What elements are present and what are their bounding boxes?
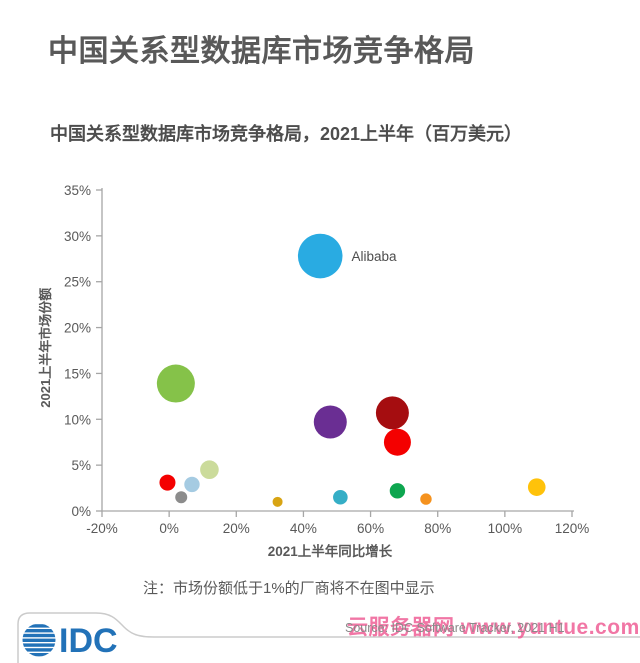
chart-title: 中国关系型数据库市场竞争格局，2021上半年（百万美元） — [50, 124, 523, 144]
bubble-vendor-yellow — [527, 478, 546, 496]
bubble-vendor-red — [383, 428, 411, 456]
y-tick-label: 20% — [64, 321, 91, 336]
bubble-vendor-gold — [272, 496, 283, 507]
y-tick-label: 5% — [71, 458, 91, 473]
x-tick-label: 20% — [223, 521, 250, 536]
y-tick-label: 15% — [64, 366, 91, 381]
y-tick-label: 35% — [64, 183, 91, 198]
bubble-vendor-light-blue — [184, 476, 200, 493]
x-tick-label: 60% — [357, 521, 384, 536]
bubble-vendor-orange — [420, 493, 432, 505]
idc-logo: IDC — [22, 622, 118, 660]
bubble-vendor-gray — [175, 491, 188, 504]
footer-curve-line — [17, 612, 640, 663]
chart-note: 注：市场份额低于1%的厂商将不在图中显示 — [143, 580, 435, 597]
y-tick-label: 10% — [64, 412, 91, 427]
x-tick-label: 40% — [290, 521, 317, 536]
y-axis-title: 2021上半年市场份额 — [38, 288, 53, 408]
watermark: 云服务器网 www.yuntue.com — [347, 616, 640, 639]
bubble-vendor-green — [389, 483, 406, 499]
bubble-vendor-red-small — [159, 474, 176, 491]
bubble-label-alibaba: Alibaba — [352, 249, 398, 264]
source-text: Source: IDC Software Tracker, 2021 H1 — [345, 621, 565, 635]
y-tick-label: 25% — [64, 275, 91, 290]
idc-globe-icon — [22, 624, 56, 657]
x-tick-label: 120% — [555, 521, 590, 536]
x-tick-label: 100% — [488, 521, 523, 536]
x-axis-title: 2021上半年同比增长 — [268, 543, 393, 559]
bubble-vendor-purple — [313, 405, 347, 439]
bubble-vendor-dark-red — [375, 396, 409, 430]
page-title: 中国关系型数据库市场竞争格局 — [48, 35, 475, 68]
bubble-alibaba — [297, 233, 343, 279]
idc-logo-text: IDC — [59, 622, 118, 660]
y-tick-label: 30% — [64, 229, 91, 244]
y-tick-label: 0% — [71, 504, 91, 519]
x-tick-label: -20% — [86, 521, 118, 536]
bubble-vendor-pale-green — [200, 460, 219, 480]
bubble-vendor-light-green — [156, 364, 195, 403]
x-tick-label: 0% — [159, 521, 179, 536]
bubble-vendor-teal — [333, 489, 348, 505]
x-tick-label: 80% — [424, 521, 451, 536]
